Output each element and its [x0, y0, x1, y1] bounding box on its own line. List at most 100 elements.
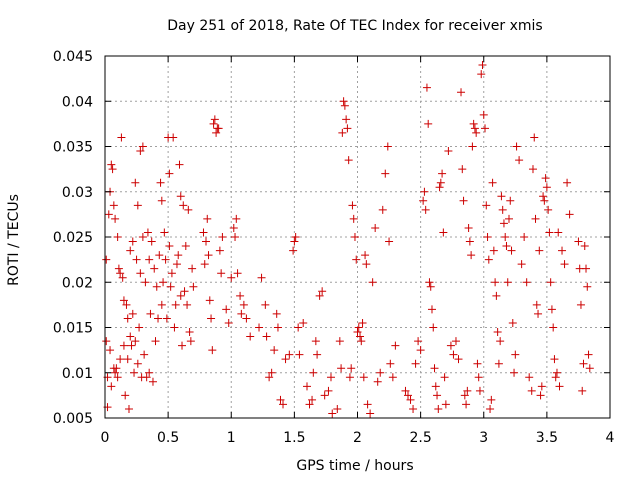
data-point: [424, 119, 433, 128]
data-point: [138, 233, 147, 241]
data-point: [411, 359, 420, 368]
data-point: [431, 382, 440, 391]
data-point: [371, 223, 380, 232]
data-point: [554, 228, 563, 237]
data-point: [150, 264, 159, 273]
data-point: [136, 269, 145, 278]
data-point: [522, 278, 531, 287]
data-point: [159, 278, 168, 287]
y-tick-label: 0.015: [53, 321, 93, 337]
data-point: [161, 255, 170, 264]
data-point: [109, 201, 118, 210]
data-point: [142, 373, 151, 382]
data-point: [328, 409, 337, 418]
data-point: [354, 323, 363, 332]
data-point: [116, 355, 125, 364]
data-point: [469, 119, 478, 128]
data-point: [186, 337, 195, 346]
data-point: [157, 300, 166, 309]
data-point: [479, 110, 488, 119]
data-point: [347, 364, 356, 373]
data-point: [133, 359, 142, 368]
data-point: [527, 386, 536, 395]
data-point: [305, 400, 314, 409]
data-point: [279, 400, 288, 409]
data-point: [493, 328, 502, 337]
data-point: [515, 156, 524, 165]
data-point: [550, 355, 559, 364]
data-point: [200, 260, 209, 269]
data-point: [348, 201, 357, 210]
data-point: [131, 337, 140, 346]
data-point: [143, 228, 152, 237]
data-point: [419, 196, 428, 205]
data-point: [152, 282, 161, 291]
data-point: [492, 291, 501, 300]
data-point: [344, 156, 353, 165]
data-point: [147, 237, 156, 246]
chart-title: Day 251 of 2018, Rate Of TEC Index for r…: [167, 18, 542, 34]
data-point: [544, 205, 553, 214]
data-point: [563, 178, 572, 187]
data-point: [422, 83, 431, 92]
data-point: [499, 219, 508, 228]
data-point: [507, 246, 516, 255]
data-point: [441, 400, 450, 409]
data-point: [542, 183, 551, 192]
y-axis-label: ROTI / TECUs: [6, 194, 22, 286]
data-point: [218, 233, 227, 241]
data-point: [183, 300, 192, 309]
data-point: [549, 323, 558, 332]
y-tick-label: 0.045: [53, 49, 93, 65]
data-point: [202, 237, 210, 246]
data-point: [311, 337, 320, 346]
data-point: [145, 368, 154, 377]
data-point: [362, 260, 371, 269]
data-point: [181, 242, 190, 251]
data-point: [478, 61, 487, 70]
data-point: [474, 373, 483, 382]
data-point: [128, 237, 137, 246]
data-point: [154, 314, 163, 323]
data-point: [488, 178, 497, 187]
data-point: [483, 233, 492, 241]
data-point: [113, 233, 122, 241]
data-point: [373, 377, 382, 386]
data-point: [233, 269, 242, 278]
data-point: [429, 323, 438, 332]
data-point: [124, 404, 133, 413]
data-point: [294, 323, 303, 332]
data-point: [520, 233, 529, 241]
data-point: [454, 355, 463, 364]
data-point: [237, 309, 246, 318]
data-point: [224, 318, 233, 327]
data-point: [532, 300, 541, 309]
data-point: [579, 359, 588, 368]
data-point: [539, 192, 548, 201]
data-point: [345, 373, 354, 382]
data-point: [497, 192, 506, 201]
data-point: [444, 147, 453, 156]
data-point: [525, 373, 534, 382]
data-point: [552, 368, 561, 377]
data-point: [113, 373, 122, 382]
data-point: [126, 246, 135, 255]
data-point: [440, 373, 449, 382]
data-point: [363, 400, 372, 409]
data-point: [160, 228, 169, 237]
data-point: [104, 210, 113, 219]
data-point: [458, 165, 467, 174]
data-point: [176, 192, 185, 201]
data-point: [388, 373, 397, 382]
data-point: [140, 350, 149, 359]
data-point: [470, 124, 479, 133]
data-point: [165, 169, 174, 178]
data-point: [491, 278, 500, 287]
data-point: [308, 395, 317, 404]
data-point: [148, 377, 157, 386]
data-point: [381, 169, 390, 178]
data-point: [112, 364, 121, 373]
data-point: [462, 400, 471, 409]
data-point: [584, 350, 593, 359]
data-point: [467, 251, 476, 260]
